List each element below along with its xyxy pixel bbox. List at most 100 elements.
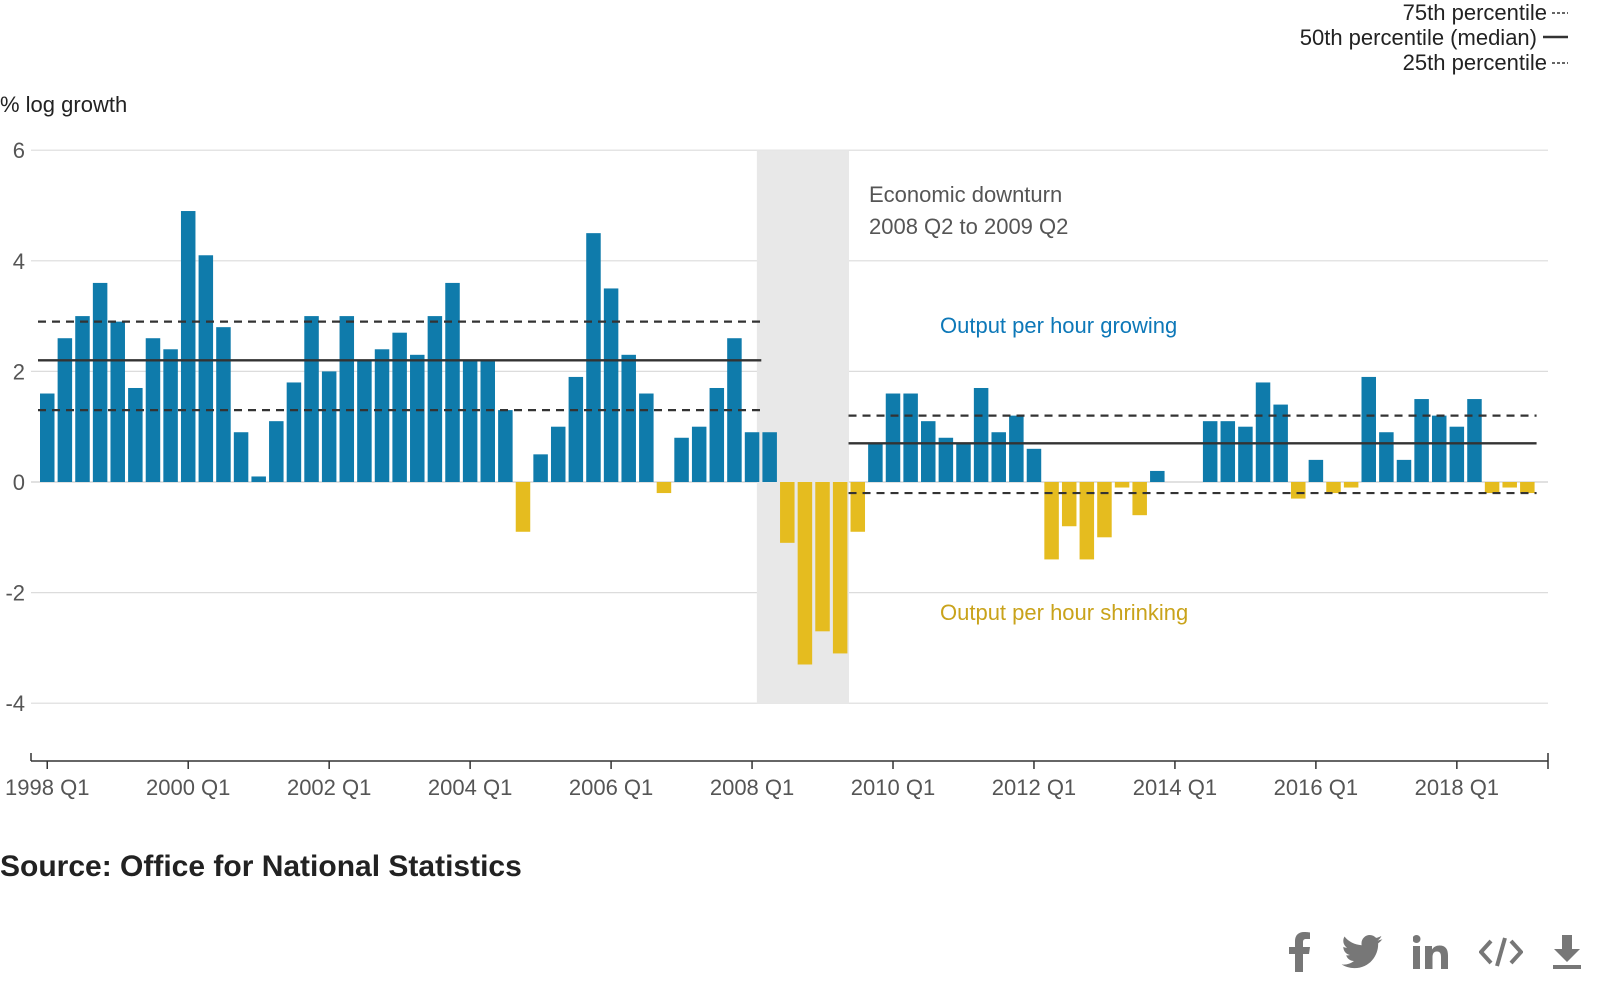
- bar-2013-Q3: [1132, 482, 1147, 516]
- bar-2016-Q2: [1326, 482, 1341, 494]
- x-tick-label: 2006 Q1: [569, 775, 653, 800]
- bar-2009-Q1: [815, 482, 830, 632]
- legend: [1543, 12, 1568, 64]
- y-tick-label: -4: [5, 691, 25, 716]
- bar-2003-Q4: [445, 282, 460, 482]
- x-tick-label: 2016 Q1: [1274, 775, 1358, 800]
- bar-2011-Q3: [991, 432, 1006, 482]
- bar-2018-Q3: [1484, 482, 1500, 494]
- bar-2004-Q2: [480, 360, 495, 482]
- share-toolbar: [1289, 930, 1581, 974]
- bar-2006-Q3: [639, 393, 654, 482]
- bar-2004-Q1: [462, 360, 478, 482]
- bar-2000-Q1: [180, 211, 196, 482]
- x-tick-label: 2004 Q1: [428, 775, 512, 800]
- bar-2008-Q1: [744, 432, 760, 482]
- bar-2017-Q4: [1431, 415, 1447, 482]
- x-tick-label: 2014 Q1: [1133, 775, 1217, 800]
- bar-2007-Q3: [709, 387, 725, 482]
- bar-2017-Q1: [1379, 432, 1394, 482]
- bar-2010-Q2: [903, 393, 918, 482]
- bar-2017-Q2: [1396, 459, 1412, 482]
- facebook-icon[interactable]: [1289, 930, 1311, 974]
- source-note: Source: Office for National Statistics: [0, 850, 522, 883]
- bar-2008-Q2: [762, 432, 777, 482]
- bar-2007-Q4: [727, 338, 742, 482]
- y-tick-label: 4: [13, 249, 25, 274]
- legend-median-label: 50th percentile (median): [1300, 25, 1537, 50]
- bar-2018-Q2: [1467, 399, 1482, 482]
- bar-2001-Q3: [286, 382, 302, 482]
- bar-2015-Q4: [1291, 482, 1306, 499]
- bar-2016-Q1: [1308, 459, 1324, 482]
- bar-2010-Q3: [921, 421, 936, 482]
- bar-2014-Q4: [1220, 421, 1236, 482]
- twitter-icon[interactable]: [1341, 930, 1383, 974]
- bar-2005-Q1: [533, 454, 548, 482]
- bar-2006-Q1: [603, 288, 619, 482]
- downturn-label-line1: Economic downturn: [869, 182, 1062, 207]
- download-icon[interactable]: [1553, 930, 1581, 974]
- bars: [40, 211, 1535, 665]
- bar-2009-Q3: [850, 482, 866, 532]
- bar-2000-Q2: [198, 255, 214, 482]
- bar-1998-Q4: [92, 282, 108, 482]
- bar-2006-Q4: [656, 482, 672, 494]
- bar-2009-Q4: [868, 443, 883, 482]
- bar-2017-Q3: [1414, 399, 1429, 482]
- bar-2016-Q3: [1343, 482, 1359, 488]
- bar-2004-Q3: [498, 410, 513, 482]
- bar-2010-Q4: [938, 437, 954, 482]
- bar-2001-Q1: [251, 476, 266, 482]
- bar-2013-Q1: [1097, 482, 1112, 538]
- bar-2003-Q2: [410, 354, 425, 482]
- bar-2013-Q2: [1114, 482, 1130, 488]
- x-tick-label: 2018 Q1: [1415, 775, 1499, 800]
- bar-1998-Q2: [57, 338, 73, 482]
- annotation-shrinking: Output per hour shrinking: [940, 600, 1188, 625]
- bar-2012-Q1: [1026, 448, 1042, 482]
- y-tick-label: 0: [13, 470, 25, 495]
- bar-1999-Q1: [110, 321, 125, 482]
- chart-text: % log growth 75th percentile 50th percen…: [0, 0, 1547, 625]
- bar-2010-Q1: [885, 393, 901, 482]
- x-tick-label: 1998 Q1: [5, 775, 89, 800]
- y-tick-label: -2: [5, 581, 25, 606]
- y-tick-label: 6: [13, 138, 25, 163]
- x-tick-label: 2012 Q1: [992, 775, 1076, 800]
- bar-1998-Q3: [75, 316, 90, 482]
- bar-2012-Q4: [1079, 482, 1095, 560]
- bar-2007-Q2: [691, 426, 707, 482]
- bar-2002-Q4: [374, 349, 390, 482]
- y-axis-label: % log growth: [0, 92, 127, 117]
- x-tick-label: 2002 Q1: [287, 775, 371, 800]
- bar-2008-Q4: [797, 482, 813, 665]
- bar-2001-Q4: [304, 316, 319, 482]
- downturn-label-line2: 2008 Q2 to 2009 Q2: [869, 214, 1068, 239]
- bar-2008-Q3: [780, 482, 795, 543]
- bar-2004-Q4: [515, 482, 531, 532]
- annotation-growing: Output per hour growing: [940, 313, 1177, 338]
- bar-2011-Q1: [956, 443, 971, 482]
- legend-p25-label: 25th percentile: [1403, 50, 1547, 75]
- bar-2018-Q1: [1449, 426, 1465, 482]
- bar-2006-Q2: [621, 354, 636, 482]
- percentile-lines: [38, 320, 1537, 495]
- x-tick-label: 2010 Q1: [851, 775, 935, 800]
- linkedin-icon[interactable]: [1413, 930, 1449, 974]
- bar-2000-Q4: [233, 432, 249, 482]
- bar-2005-Q2: [550, 426, 566, 482]
- bar-2005-Q4: [586, 233, 601, 482]
- bar-2000-Q3: [216, 327, 231, 482]
- bar-2002-Q3: [357, 360, 372, 482]
- bar-2016-Q4: [1361, 376, 1376, 482]
- chart: 6 4 2 0 -2 -4 1998 Q1 2000 Q1 2002 Q1 2004 Q1 200…: [0, 0, 1568, 800]
- bar-2005-Q3: [568, 376, 584, 482]
- y-tick-label: 2: [13, 359, 25, 384]
- embed-code-icon[interactable]: [1479, 930, 1523, 974]
- bar-1998-Q1: [40, 393, 55, 482]
- bar-2009-Q2: [832, 482, 848, 654]
- bar-2007-Q1: [674, 437, 689, 482]
- bar-2011-Q2: [973, 387, 989, 482]
- bar-2002-Q1: [321, 371, 337, 482]
